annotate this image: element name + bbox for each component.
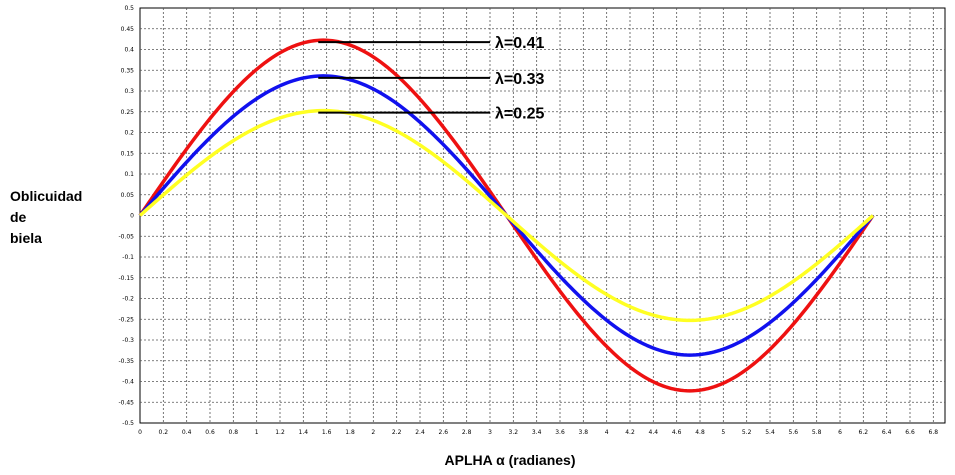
y-tick-label: 0.1 (124, 171, 134, 178)
y-tick-label: 0.2 (124, 130, 134, 137)
x-tick-label: 3 (488, 429, 492, 436)
y-axis-label-line-2: de (10, 209, 27, 225)
y-tick-label: 0.3 (124, 88, 134, 95)
x-tick-label: 6.8 (929, 429, 939, 436)
y-tick-label: -0.1 (122, 254, 134, 261)
y-tick-label: -0.05 (118, 233, 134, 240)
y-tick-label: 0.25 (121, 109, 135, 116)
x-tick-label: 2.4 (415, 429, 425, 436)
x-tick-label: 5.6 (789, 429, 799, 436)
y-tick-label: -0.35 (118, 358, 134, 365)
x-tick-label: 2.2 (392, 429, 402, 436)
y-tick-label: -0.25 (118, 316, 134, 323)
x-tick-label: 0.6 (205, 429, 215, 436)
x-tick-label: 0 (138, 429, 142, 436)
x-tick-label: 4.4 (649, 429, 659, 436)
x-axis-ticks: 0 0.2 0.4 0.6 0.8 1 1.2 1.4 1.6 1.8 2 2.2 2.4 2.6 2.8 3… (138, 429, 938, 436)
y-tick-label: -0.3 (122, 337, 134, 344)
y-axis-ticks: 0.5 0.45 0.4 0.35 0.3 0.25 0.2 0.15 0.1 0.05 0 -0.0… (118, 5, 134, 427)
x-tick-label: 0.4 (182, 429, 192, 436)
x-tick-label: 6.2 (859, 429, 869, 436)
y-axis-label: Oblicuidad de biela (10, 186, 100, 249)
x-axis-label: APLHA α (radianes) (444, 452, 576, 468)
y-tick-label: 0.35 (121, 67, 135, 74)
x-tick-label: 2.8 (462, 429, 472, 436)
x-tick-label: 2.6 (439, 429, 449, 436)
y-tick-label: -0.4 (122, 379, 134, 386)
x-tick-label: 5.2 (742, 429, 752, 436)
y-tick-label: -0.45 (118, 399, 134, 406)
x-tick-label: 5 (721, 429, 725, 436)
x-tick-label: 5.8 (812, 429, 822, 436)
x-tick-label: 6 (838, 429, 842, 436)
x-tick-label: 1.8 (345, 429, 355, 436)
y-axis-label-line-3: biela (10, 230, 42, 246)
x-tick-label: 6.6 (905, 429, 915, 436)
annotations: λ=0.41 λ=0.33 λ=0.25 (318, 35, 544, 123)
x-tick-label: 4 (605, 429, 609, 436)
y-tick-label: 0.45 (121, 26, 135, 33)
x-tick-label: 4.8 (695, 429, 705, 436)
x-tick-label: 5.4 (765, 429, 775, 436)
y-tick-label: 0.05 (121, 192, 135, 199)
x-tick-label: 4.6 (672, 429, 682, 436)
annotation-label-0: λ=0.41 (495, 35, 544, 52)
y-axis-label-line-1: Oblicuidad (10, 188, 83, 204)
series-lines (138, 38, 875, 393)
y-tick-label: 0.15 (121, 150, 135, 157)
x-tick-label: 0.8 (229, 429, 239, 436)
x-tick-label: 3.4 (532, 429, 542, 436)
x-tick-label: 2 (371, 429, 375, 436)
y-tick-label: -0.15 (118, 275, 134, 282)
x-tick-label: 1.6 (322, 429, 332, 436)
y-tick-label: 0.4 (124, 47, 134, 54)
y-tick-label: 0 (130, 213, 134, 220)
y-tick-label: 0.5 (124, 5, 134, 12)
x-tick-label: 3.8 (579, 429, 589, 436)
x-tick-label: 4.2 (625, 429, 635, 436)
y-tick-label: -0.5 (122, 420, 134, 427)
annotation-label-2: λ=0.25 (495, 106, 544, 123)
y-tick-label: -0.2 (122, 296, 134, 303)
x-tick-label: 1.4 (299, 429, 309, 436)
x-tick-label: 3.2 (509, 429, 519, 436)
x-tick-label: 3.6 (555, 429, 565, 436)
x-tick-label: 0.2 (159, 429, 169, 436)
x-tick-label: 1.2 (275, 429, 285, 436)
x-tick-label: 1 (255, 429, 259, 436)
annotation-label-1: λ=0.33 (495, 71, 544, 88)
plot-area (139, 7, 946, 424)
x-tick-label: 6.4 (882, 429, 892, 436)
series-line-2 (138, 108, 875, 323)
